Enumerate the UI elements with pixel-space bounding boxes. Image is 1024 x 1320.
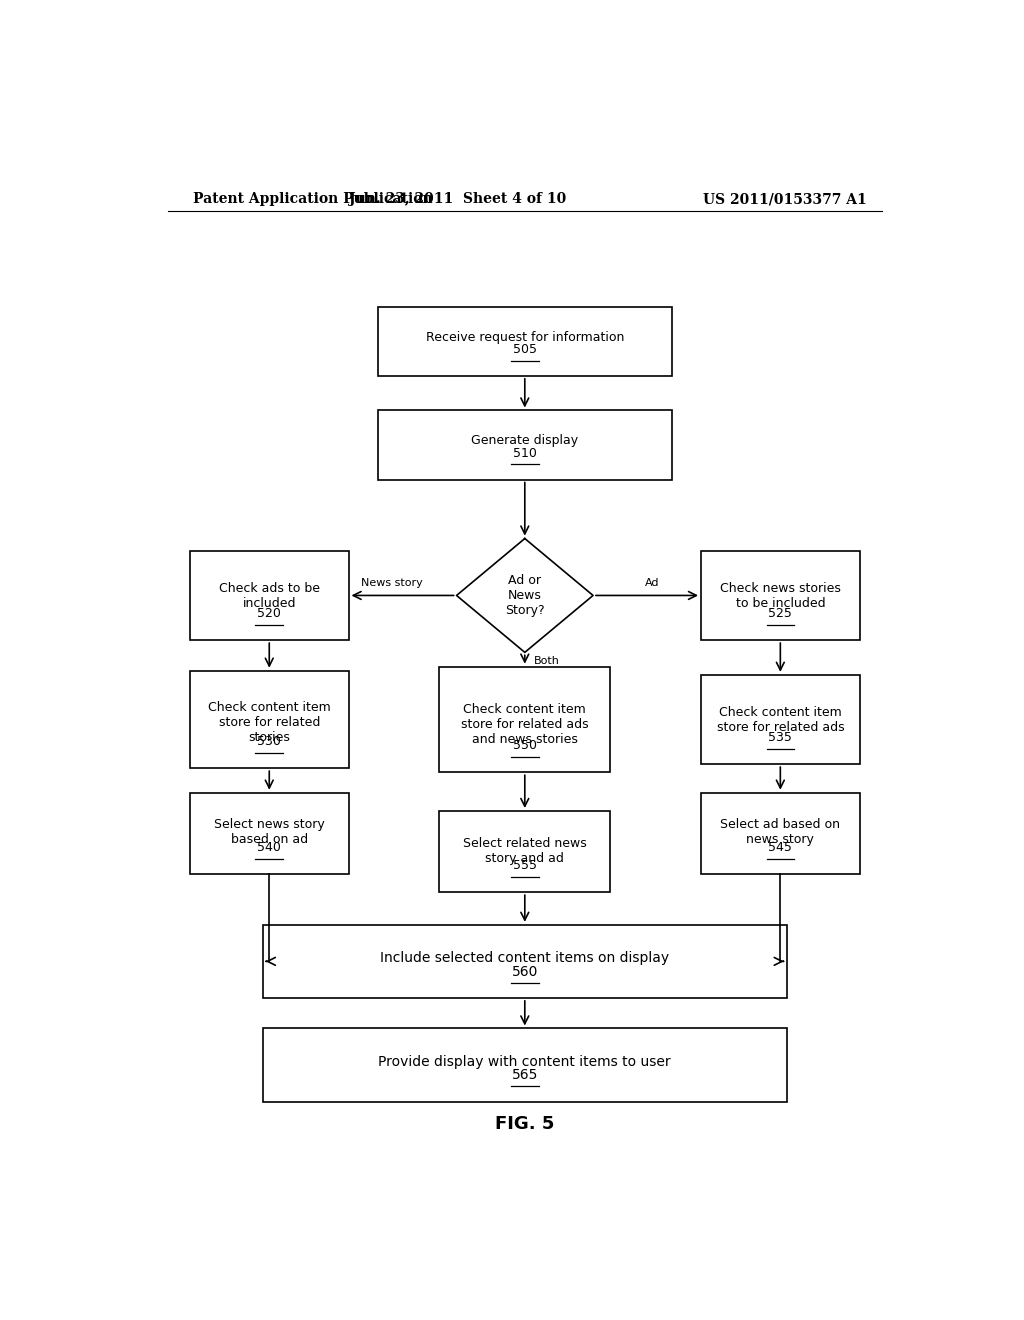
Bar bbox=[189, 671, 348, 768]
Text: FIG. 5: FIG. 5 bbox=[496, 1115, 554, 1133]
Text: Select related news
story and ad: Select related news story and ad bbox=[463, 837, 587, 865]
Text: News story: News story bbox=[361, 578, 423, 589]
Text: Check content item
store for related ads
and news stories: Check content item store for related ads… bbox=[461, 704, 589, 746]
Text: 510: 510 bbox=[513, 446, 537, 459]
Bar bbox=[701, 792, 860, 874]
Text: Patent Application Publication: Patent Application Publication bbox=[194, 191, 433, 206]
Text: 555: 555 bbox=[513, 859, 537, 873]
Text: Jun. 23, 2011  Sheet 4 of 10: Jun. 23, 2011 Sheet 4 of 10 bbox=[349, 191, 566, 206]
Bar bbox=[263, 1028, 786, 1102]
Bar bbox=[701, 550, 860, 640]
Text: Check content item
store for related ads: Check content item store for related ads bbox=[717, 706, 844, 734]
Text: Generate display: Generate display bbox=[471, 434, 579, 447]
Bar bbox=[439, 810, 610, 892]
Text: 545: 545 bbox=[768, 841, 793, 854]
Text: Ad: Ad bbox=[644, 578, 659, 589]
Text: Receive request for information: Receive request for information bbox=[426, 331, 624, 343]
Text: 565: 565 bbox=[512, 1068, 538, 1082]
Text: 540: 540 bbox=[257, 841, 282, 854]
Bar bbox=[189, 792, 348, 874]
Text: Check ads to be
included: Check ads to be included bbox=[219, 582, 319, 610]
Bar bbox=[263, 925, 786, 998]
Text: Select news story
based on ad: Select news story based on ad bbox=[214, 818, 325, 846]
Text: 505: 505 bbox=[513, 343, 537, 356]
Text: Both: Both bbox=[535, 656, 560, 665]
Text: 560: 560 bbox=[512, 965, 538, 978]
Polygon shape bbox=[457, 539, 593, 652]
Text: 535: 535 bbox=[768, 731, 793, 744]
Text: Include selected content items on display: Include selected content items on displa… bbox=[380, 952, 670, 965]
Text: US 2011/0153377 A1: US 2011/0153377 A1 bbox=[703, 191, 867, 206]
Text: Select ad based on
news story: Select ad based on news story bbox=[720, 818, 841, 846]
Bar bbox=[189, 550, 348, 640]
Bar bbox=[701, 675, 860, 764]
Text: 520: 520 bbox=[257, 607, 282, 620]
Bar bbox=[378, 411, 672, 479]
Text: 550: 550 bbox=[513, 739, 537, 752]
Text: Check news stories
to be included: Check news stories to be included bbox=[720, 582, 841, 610]
Bar bbox=[378, 306, 672, 376]
Text: 525: 525 bbox=[768, 607, 793, 620]
Text: Check content item
store for related
stories: Check content item store for related sto… bbox=[208, 701, 331, 744]
Text: Ad or
News
Story?: Ad or News Story? bbox=[505, 574, 545, 616]
Text: Provide display with content items to user: Provide display with content items to us… bbox=[379, 1055, 671, 1069]
Bar bbox=[439, 667, 610, 772]
Text: 530: 530 bbox=[257, 735, 282, 748]
